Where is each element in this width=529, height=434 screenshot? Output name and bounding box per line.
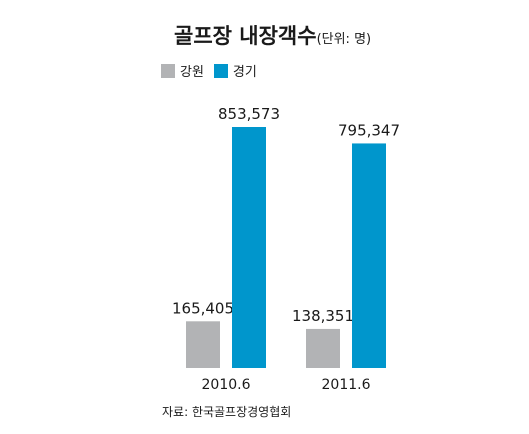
chart-title-text: 골프장 내장객수: [174, 24, 317, 48]
chart-unit-text: (단위: 명): [316, 32, 372, 47]
legend-label-gangwon: 강원: [180, 65, 204, 80]
bar-강원-2011.6: [306, 328, 340, 368]
source-note: 자료: 한국골프장경영협회: [162, 405, 292, 419]
legend: 강원 경기: [161, 61, 267, 80]
category-label-2010.6: 2010.6: [202, 377, 251, 393]
chart-title: 골프장 내장객수(단위: 명): [174, 20, 371, 50]
data-label-경기-2011.6: 795,347: [338, 121, 400, 139]
legend-label-gyeonggi: 경기: [232, 65, 257, 80]
legend-swatch-gangwon: [161, 63, 175, 78]
bar-경기-2010.6: [232, 127, 266, 368]
category-label-2011.6: 2011.6: [322, 377, 371, 393]
legend-swatch-gyeonggi: [213, 63, 228, 78]
bar-경기-2011.6: [352, 143, 386, 368]
data-label-경기-2010.6: 853,573: [218, 105, 280, 123]
legend-item-gangwon: 강원: [161, 61, 204, 80]
data-label-강원-2010.6: 165,405: [172, 299, 234, 317]
bar-강원-2010.6: [186, 321, 220, 368]
legend-item-gyeonggi: 경기: [213, 61, 257, 80]
data-label-강원-2011.6: 138,351: [292, 307, 354, 325]
